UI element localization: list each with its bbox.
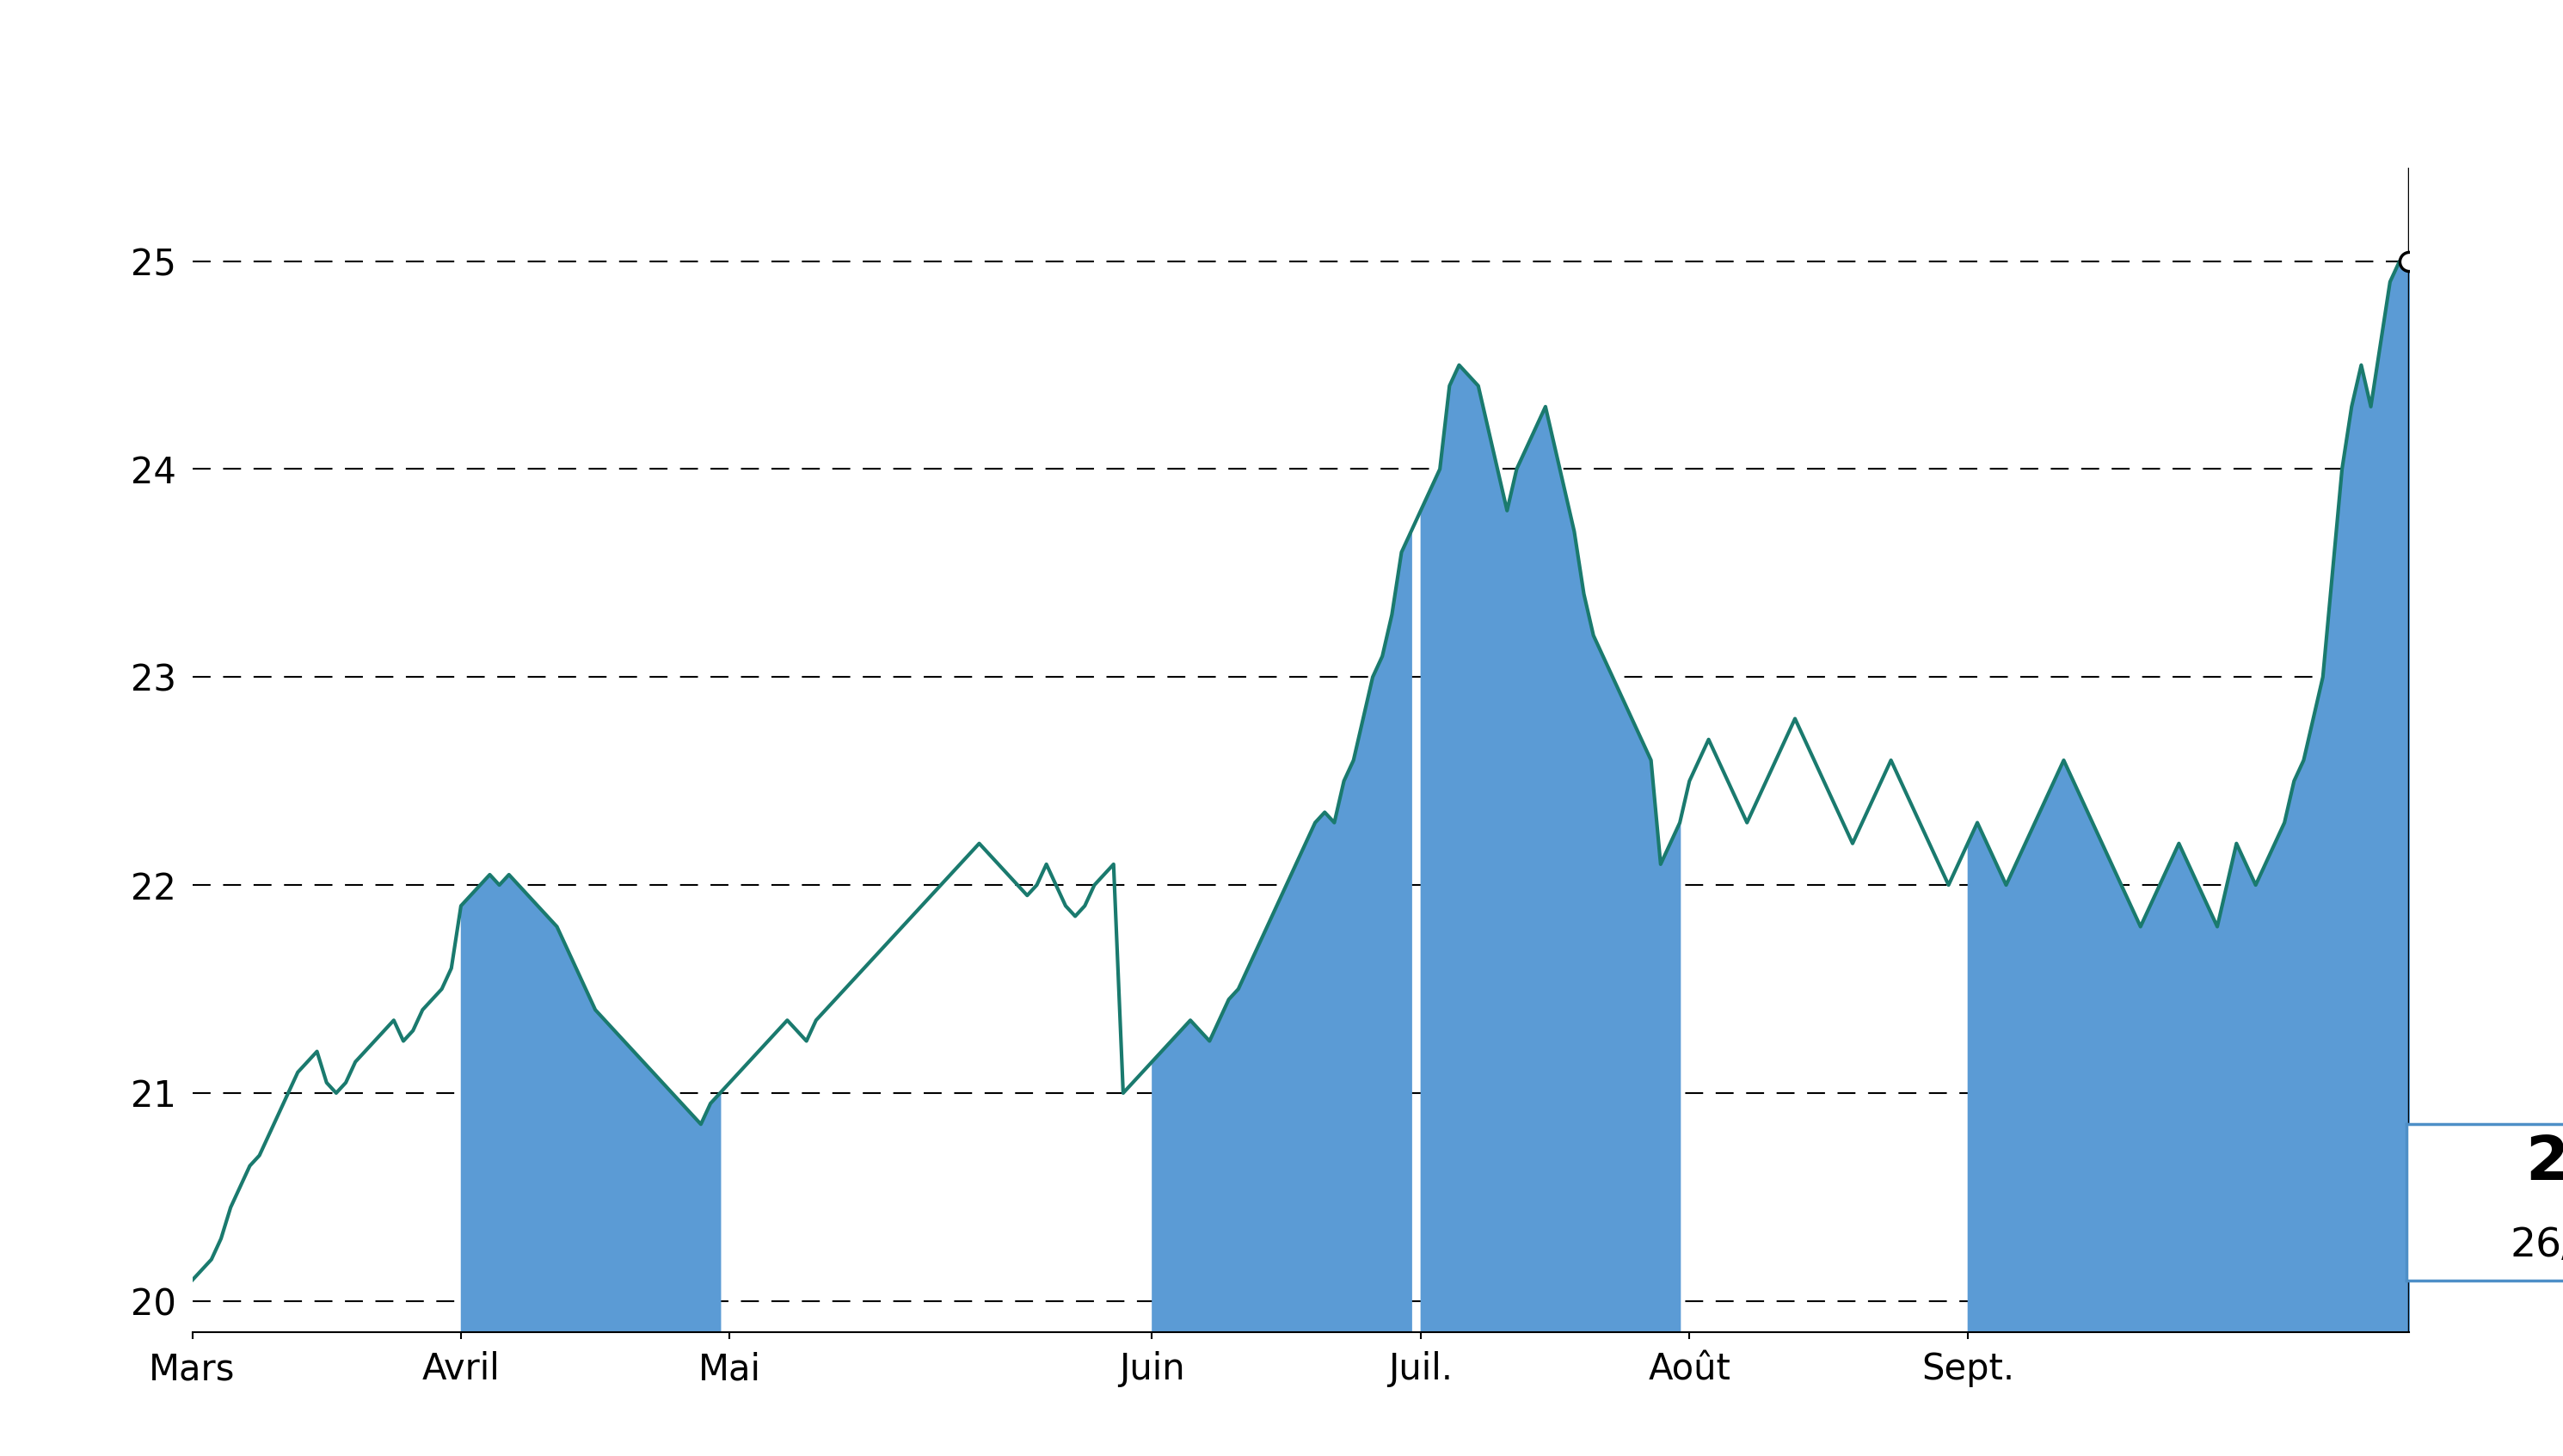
Text: 25: 25 (2525, 1134, 2563, 1192)
Text: TIKEHAU CAPITAL: TIKEHAU CAPITAL (810, 38, 1753, 130)
Text: 26/09: 26/09 (2509, 1226, 2563, 1265)
